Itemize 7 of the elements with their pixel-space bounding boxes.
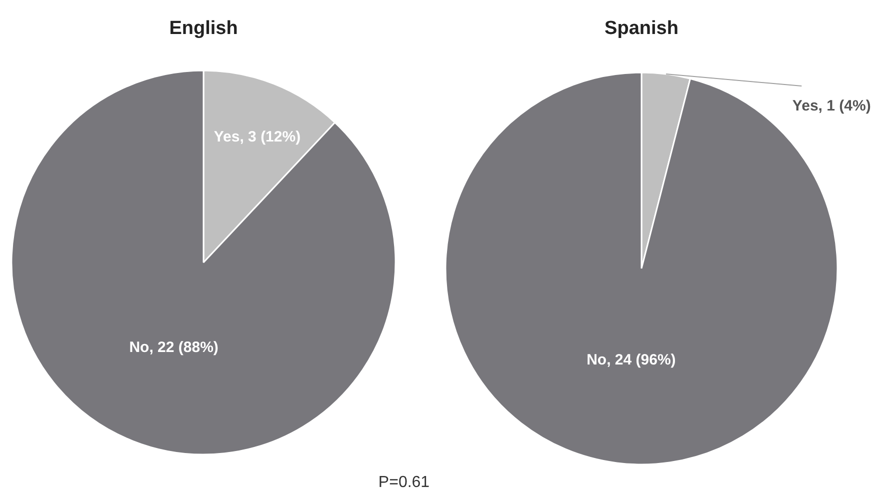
slice-label: No, 22 (88%) xyxy=(129,338,218,356)
slice-label: Yes, 3 (12%) xyxy=(214,128,301,146)
chart-title: Spanish xyxy=(604,18,678,39)
slice-label: Yes, 1 (4%) xyxy=(792,98,871,115)
text: P=0.61 xyxy=(378,474,430,491)
slice-label: No, 24 (96%) xyxy=(586,352,676,369)
chart-title: English xyxy=(169,18,238,39)
